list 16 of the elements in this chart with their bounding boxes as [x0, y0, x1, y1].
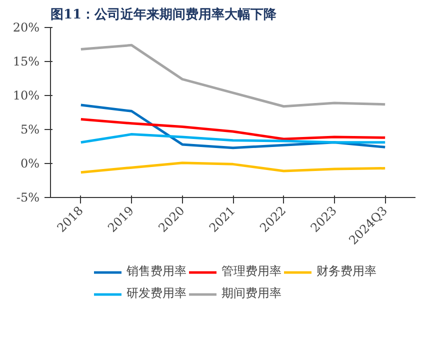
legend-label: 财务费用率: [316, 263, 376, 280]
legend-label: 期间费用率: [222, 285, 282, 302]
legend-label: 研发费用率: [126, 285, 186, 302]
legend-label: 管理费用率: [222, 263, 282, 280]
line-series: [80, 44, 386, 108]
y-tick-label: 15%: [12, 54, 40, 68]
y-tick-label: 20%: [12, 20, 40, 34]
line-series: [80, 162, 386, 174]
line-series: [80, 133, 386, 144]
y-tick-label: 0%: [20, 156, 40, 170]
legend-label: 销售费用率: [126, 263, 186, 280]
y-tick-label: 5%: [20, 122, 40, 136]
y-tick-label: 10%: [12, 88, 40, 102]
chart-title: 图11：公司近年来期间费用率大幅下降: [50, 6, 278, 22]
line-series: [80, 118, 386, 140]
y-tick-label: -5%: [16, 190, 40, 204]
